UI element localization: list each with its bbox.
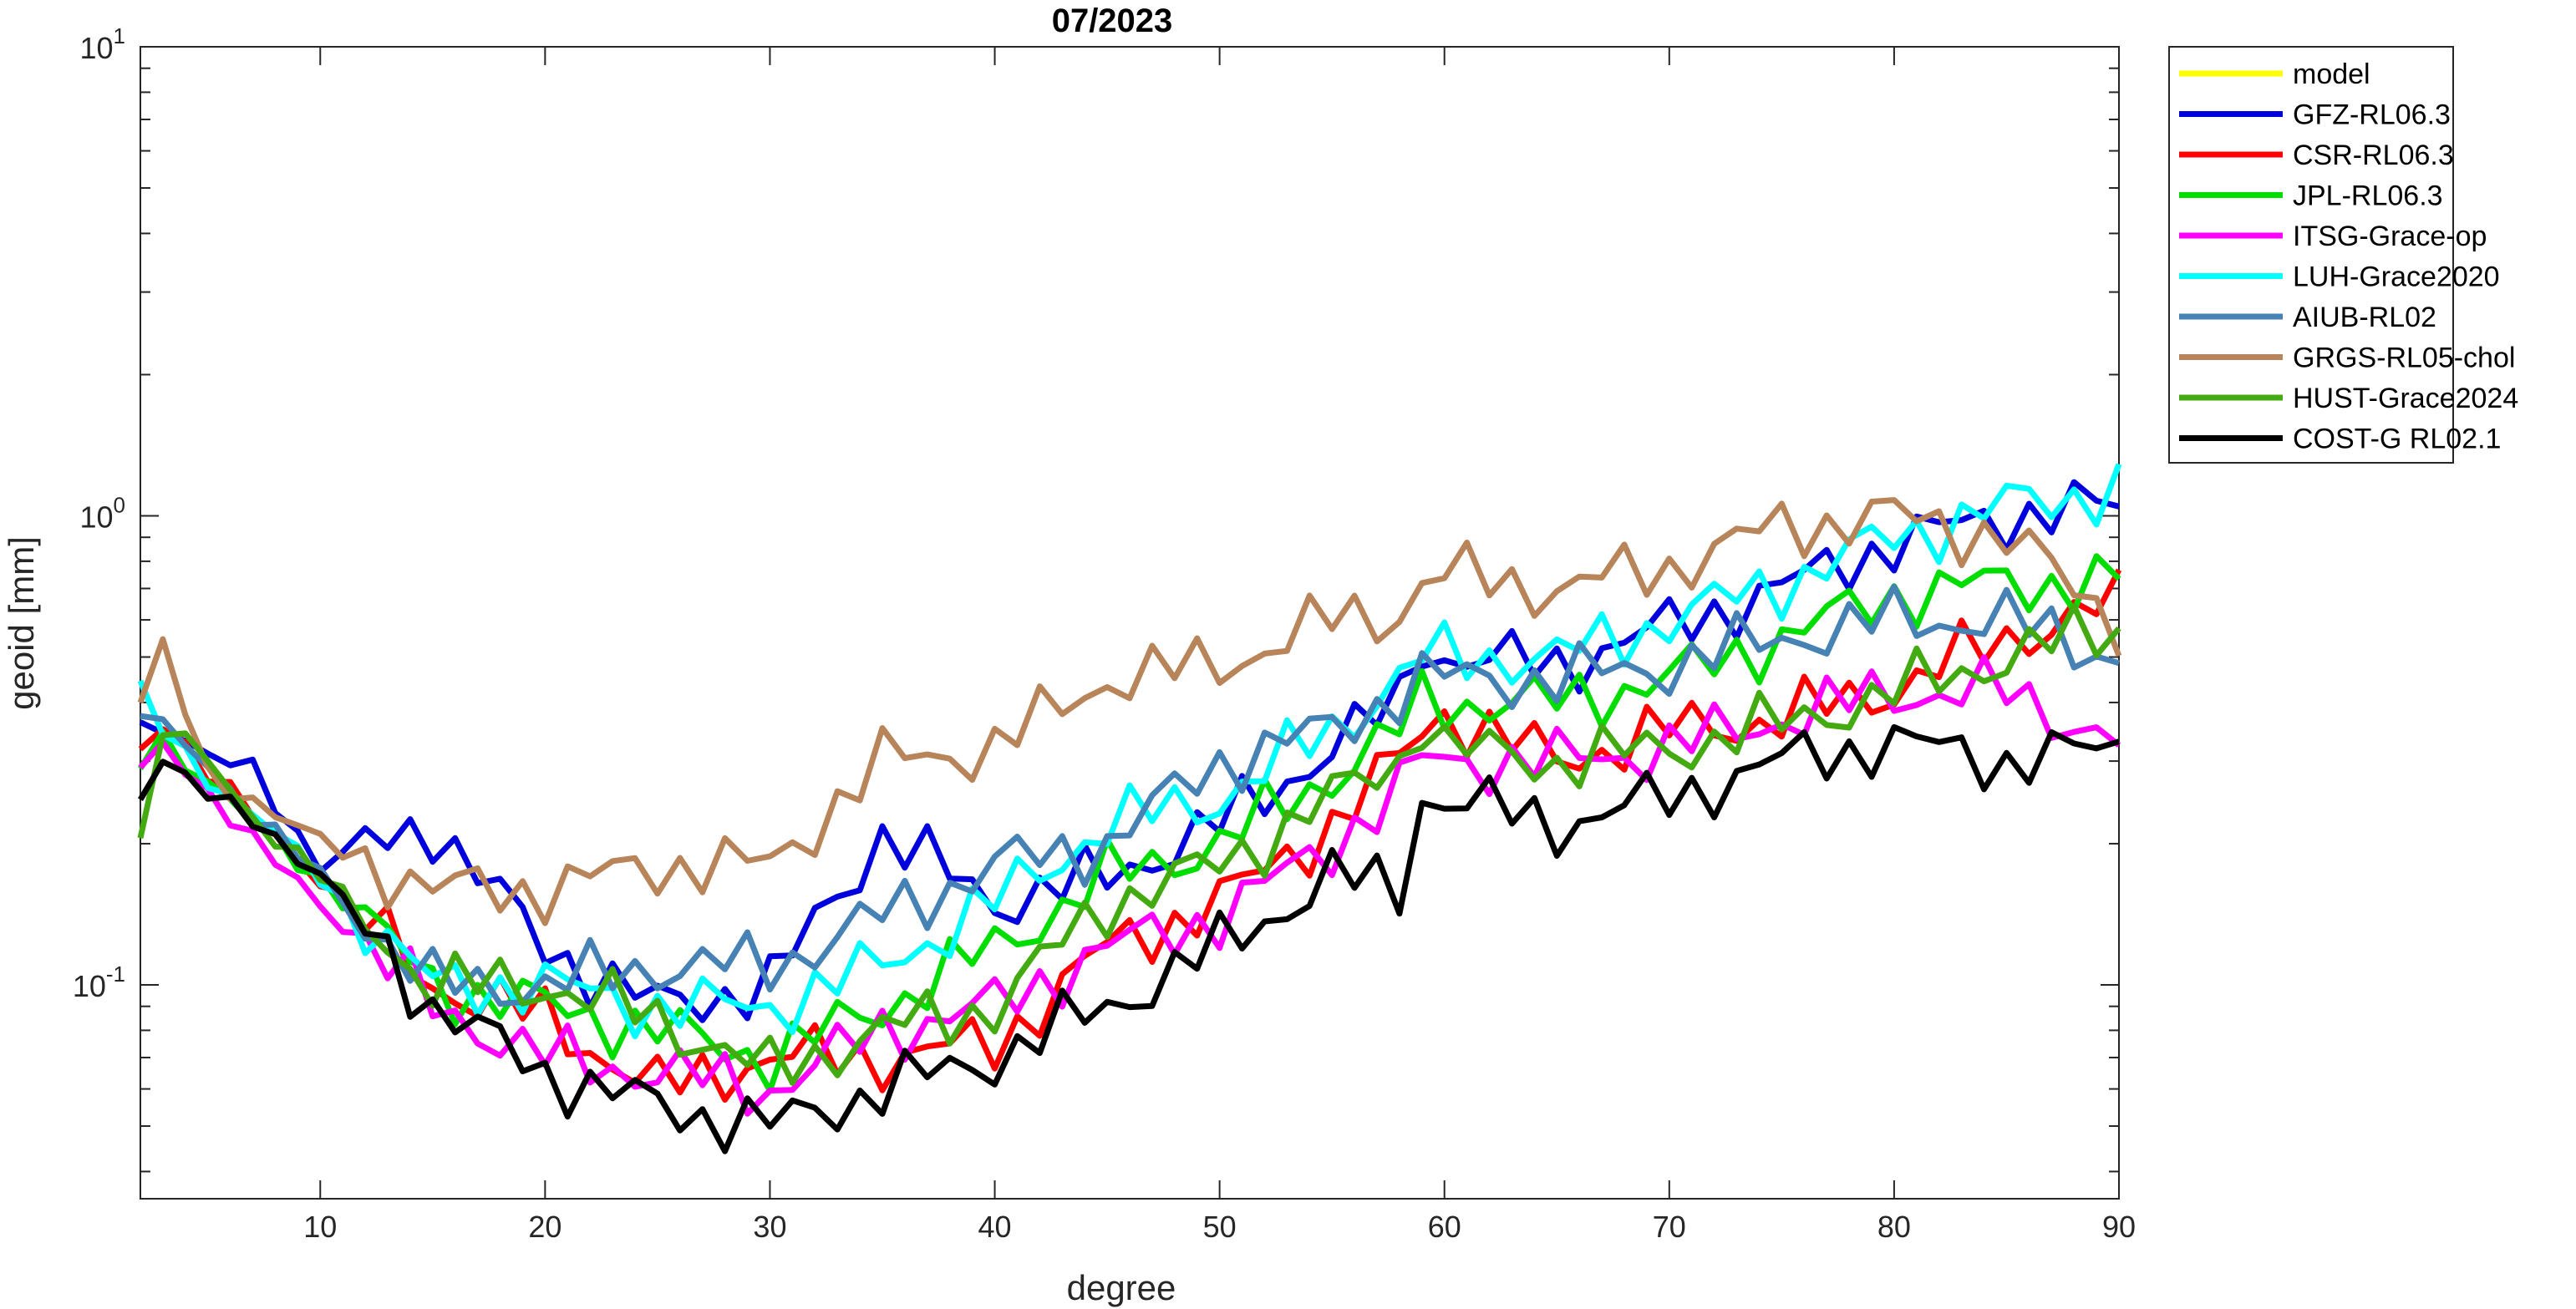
x-tick-label: 80 xyxy=(1877,1210,1911,1244)
series-line-7 xyxy=(137,497,2122,926)
plot-area xyxy=(140,46,2120,1200)
legend-label: GRGS-RL05-chol xyxy=(2293,342,2515,374)
legend-label: JPL-RL06.3 xyxy=(2293,180,2443,212)
y-tick-label: 101 xyxy=(79,23,125,65)
y-tick-label: 100 xyxy=(79,492,125,534)
series-line-8 xyxy=(137,603,2121,1086)
legend-label: model xyxy=(2293,58,2370,90)
legend-label: GFZ-RL06.3 xyxy=(2293,99,2451,131)
y-tick-exponent: -1 xyxy=(106,961,125,987)
series-line-4 xyxy=(138,654,2121,1117)
y-tick-label: 10-1 xyxy=(73,961,125,1003)
y-axis-label: geoid [mm] xyxy=(2,536,41,710)
x-tick-label: 40 xyxy=(978,1210,1012,1244)
legend-label: LUH-Grace2020 xyxy=(2293,261,2500,293)
x-axis-label: degree xyxy=(1067,1268,1176,1307)
series-line-2 xyxy=(138,568,2122,1103)
legend-label: COST-G RL02.1 xyxy=(2293,424,2501,455)
x-tick-label: 70 xyxy=(1653,1210,1686,1244)
x-tick-label: 60 xyxy=(1428,1210,1461,1244)
y-tick-base: 10 xyxy=(73,969,106,1003)
series-line-5 xyxy=(137,463,2122,1040)
legend-label: CSR-RL06.3 xyxy=(2293,140,2454,171)
x-tick-label: 20 xyxy=(528,1210,561,1244)
legend-label: ITSG-Grace-op xyxy=(2293,221,2487,252)
legend: model GFZ-RL06.3 CSR-RL06.3 JPL-RL06.3 ITSG-… xyxy=(2168,46,2518,464)
y-tick-base: 10 xyxy=(79,500,113,534)
series-line-9 xyxy=(137,723,2121,1154)
chart-title: 07/2023 xyxy=(1052,3,1173,39)
x-tick-label: 30 xyxy=(753,1210,786,1244)
series-lines xyxy=(137,463,2122,1154)
y-tick-base: 10 xyxy=(79,31,113,65)
legend-label: HUST-Grace2024 xyxy=(2293,383,2518,414)
y-tick-exponent: 1 xyxy=(114,23,125,48)
legend-label: AIUB-RL02 xyxy=(2293,302,2436,333)
x-tick-label: 50 xyxy=(1203,1210,1237,1244)
x-tick-label: 10 xyxy=(303,1210,337,1244)
x-tick-label: 90 xyxy=(2102,1210,2136,1244)
y-tick-exponent: 0 xyxy=(114,492,125,517)
x-axis: 10 20 30 40 50 60 70 80 90 xyxy=(303,47,2136,1244)
